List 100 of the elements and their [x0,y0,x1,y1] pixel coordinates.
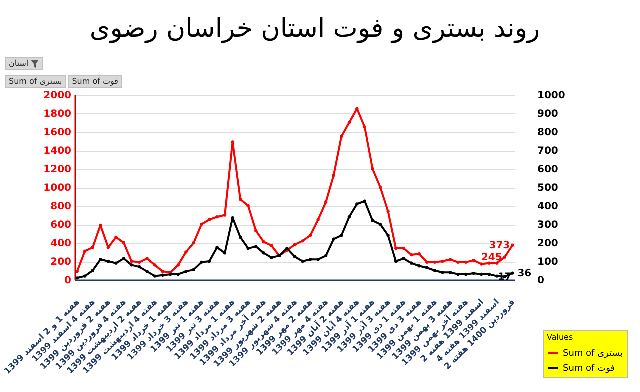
data-label: 36 [518,268,532,280]
point [394,260,398,264]
point [161,270,164,274]
y2-tick-label: 900 [538,109,558,120]
y2-tick-label: 800 [538,128,558,138]
point [363,200,367,203]
y-tick-label: 1800 [44,109,72,120]
point [410,253,414,257]
point [84,274,87,278]
chart-title: روند بستری و فوت استان خراسان رضوی [90,14,540,44]
y2-tick-label: 300 [538,220,558,231]
point [426,266,429,270]
point [371,219,374,222]
text: Sum of فوت [68,75,122,88]
point [138,260,142,264]
point [308,258,312,262]
point [106,246,110,250]
y-tick-label: 1400 [44,146,72,157]
point [332,238,336,241]
point [161,274,164,277]
point [480,272,484,276]
point [472,272,476,276]
point [472,258,476,262]
point [254,229,258,233]
y-tick-label: 1200 [44,164,72,176]
point [262,240,266,244]
point [91,269,94,272]
y-tick-label: 1000 [44,183,72,194]
y2-tick-label: 600 [538,164,558,176]
point [324,200,328,204]
point [456,260,460,264]
point [176,272,180,276]
point [363,126,367,129]
point [511,244,514,248]
point [130,264,134,267]
point [231,140,234,144]
point [99,258,102,262]
y-tick-label: 1600 [44,128,72,138]
point [356,107,359,110]
text: Sum of بستری [5,75,66,88]
y-tick-label: 200 [50,257,72,268]
point [270,256,274,260]
point [192,241,196,245]
y-tick-label: 2000 [44,90,72,102]
point [114,236,118,240]
point [122,257,126,260]
y2-tick-label: 1000 [538,90,566,102]
point [464,260,468,264]
point [153,274,157,278]
y2-tick-label: 700 [538,146,558,157]
point [426,260,429,264]
point [441,271,444,274]
point [176,264,180,267]
point [340,234,344,238]
point [386,210,390,214]
point [216,246,219,250]
line-series [76,107,514,274]
point [418,264,421,268]
point [293,243,297,246]
point [371,167,374,171]
y-tick-label: 600 [50,220,72,231]
point [146,270,149,274]
y2-tick-label: 200 [538,238,558,250]
point [448,258,452,262]
point [402,246,406,250]
point [293,255,297,258]
point [254,245,258,248]
point [184,270,188,274]
point [246,246,250,250]
point [301,240,304,243]
point [316,218,320,222]
point [106,260,110,264]
point [208,218,212,222]
point [394,246,398,250]
point [386,234,390,238]
point [488,272,491,276]
legend-title: Values [547,333,574,342]
text: استان [5,57,44,70]
point [456,272,460,276]
point [448,271,452,274]
point [441,260,444,264]
y2-tick-label: 400 [538,202,558,212]
legend-label: Sum of فوت [563,364,616,374]
point [122,241,126,245]
line-series [76,200,514,280]
point [378,222,382,226]
point [200,222,204,226]
point [192,268,196,272]
point [216,216,219,219]
point [433,260,437,264]
point [223,214,227,217]
point [146,257,149,260]
point [503,256,506,259]
point [308,234,312,238]
point [301,260,304,264]
point [356,202,359,206]
point [402,257,406,260]
y-tick-label: 0 [64,276,72,286]
data-label: 245 [481,252,502,264]
point [418,252,421,256]
